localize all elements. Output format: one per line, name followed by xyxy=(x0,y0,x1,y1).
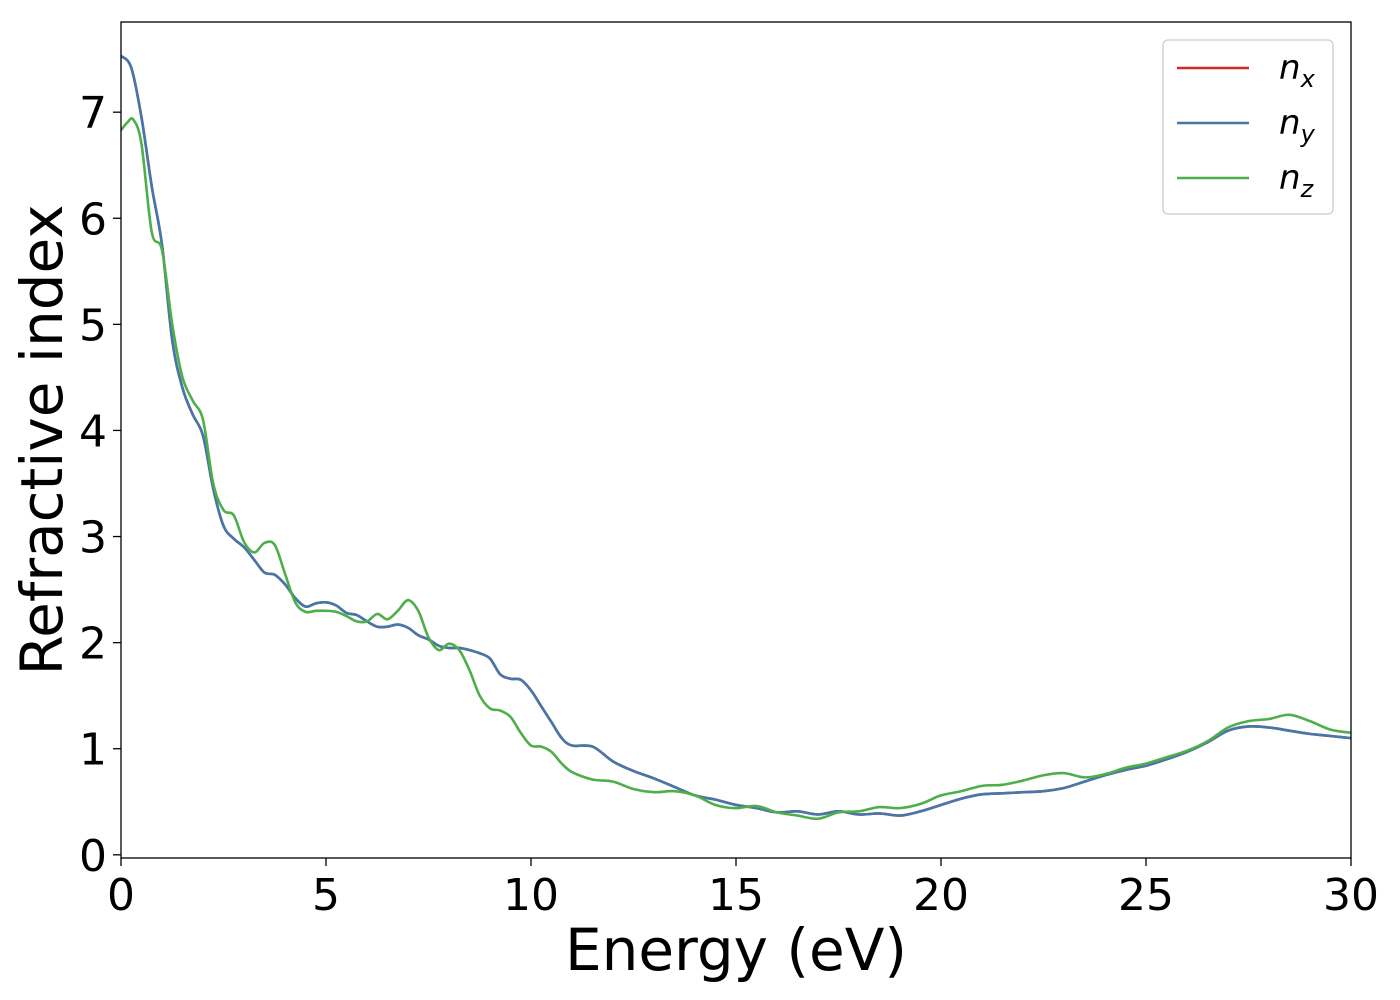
y-tick-label: 4 xyxy=(79,406,107,457)
y-tick-label: 5 xyxy=(79,300,107,351)
plot-frame xyxy=(120,21,1352,859)
x-tick-label: 10 xyxy=(503,870,559,921)
x-axis-title: Energy (eV) xyxy=(565,916,907,984)
x-tick-label: 5 xyxy=(312,870,340,921)
y-tick-label: 2 xyxy=(79,619,107,670)
legend-label-n-y: ny xyxy=(1279,103,1316,148)
y-tick-label: 1 xyxy=(79,725,107,776)
x-tick-label: 20 xyxy=(913,870,969,921)
legend-label-n-z: nz xyxy=(1279,158,1315,203)
y-tick-label: 7 xyxy=(79,88,107,139)
y-tick-label: 0 xyxy=(79,831,107,882)
x-tick-label: 25 xyxy=(1118,870,1174,921)
ticks-layer: 0 5 10 15 20 25 30 0 1 2 3 4 5 6 7 xyxy=(79,88,1379,921)
y-tick-label: 6 xyxy=(79,194,107,245)
plot-background xyxy=(121,22,1351,858)
legend: nx ny nz xyxy=(1162,39,1334,215)
series-layer xyxy=(121,54,1351,821)
series-line-n-y xyxy=(121,54,1351,817)
x-tick-label: 30 xyxy=(1323,870,1379,921)
x-tick-label: 0 xyxy=(107,870,135,921)
y-tick-label: 3 xyxy=(79,513,107,564)
y-axis-title: Refractive index xyxy=(8,204,76,675)
series-line-n-z xyxy=(121,117,1351,821)
legend-box xyxy=(1162,39,1334,215)
legend-label-n-x: nx xyxy=(1279,48,1316,93)
x-tick-label: 15 xyxy=(708,870,764,921)
